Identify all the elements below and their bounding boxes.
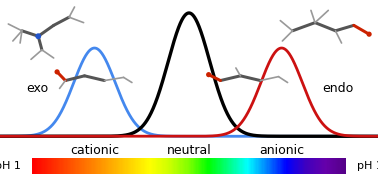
Text: pH 14: pH 14 [357,161,378,171]
Text: neutral: neutral [167,144,211,157]
Text: pH 1: pH 1 [0,161,21,171]
Text: anionic: anionic [259,144,304,157]
Point [35,35,41,38]
Text: endo: endo [323,82,354,95]
Text: exo: exo [27,82,49,95]
Text: cationic: cationic [70,144,119,157]
Point [366,33,372,36]
Point [206,73,212,76]
Point [54,71,60,73]
